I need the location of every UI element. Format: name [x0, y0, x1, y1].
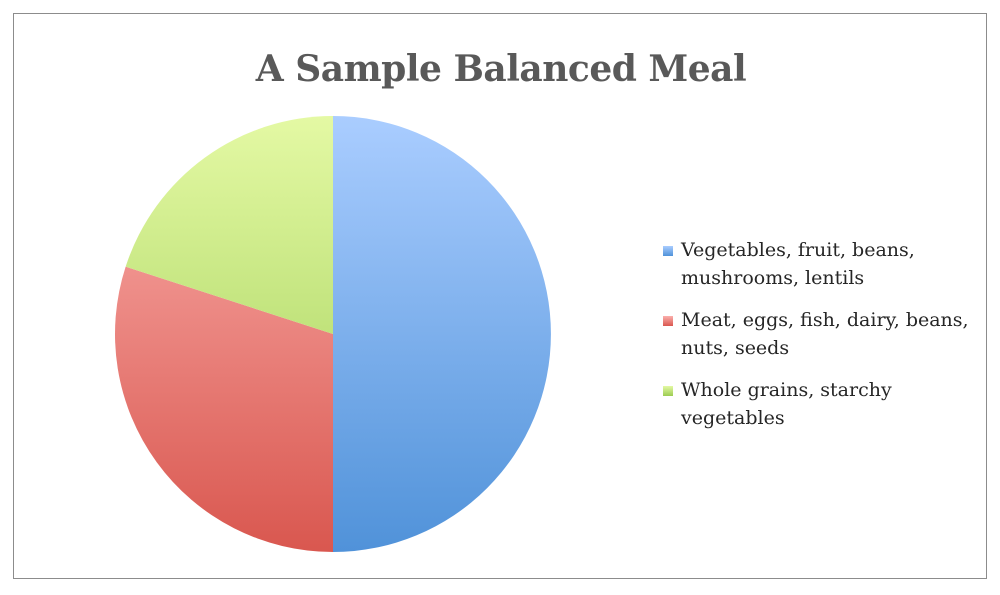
pie-slice-grains — [125, 116, 333, 334]
chart-title: A Sample Balanced Meal — [255, 48, 747, 90]
legend-label-grains: Whole grains, starchy vegetables — [681, 379, 892, 429]
legend-item-protein: Meat, eggs, fish, dairy, beans, nuts, se… — [661, 306, 971, 362]
legend-swatch-protein — [663, 316, 673, 326]
legend-label-vegetables: Vegetables, fruit, beans, mushrooms, len… — [681, 239, 915, 289]
pie-slice-vegetables — [333, 116, 551, 552]
legend-item-vegetables: Vegetables, fruit, beans, mushrooms, len… — [661, 236, 971, 292]
legend-label-protein: Meat, eggs, fish, dairy, beans, nuts, se… — [681, 309, 969, 359]
legend-swatch-grains — [663, 386, 673, 396]
legend: Vegetables, fruit, beans, mushrooms, len… — [661, 236, 971, 446]
pie-slices — [115, 116, 551, 552]
chart-frame: A Sample Balanced Meal Vegetables, fruit… — [13, 13, 987, 579]
legend-item-grains: Whole grains, starchy vegetables — [661, 376, 971, 432]
legend-swatch-vegetables — [663, 246, 673, 256]
pie-slice-protein — [115, 266, 333, 552]
pie-chart — [115, 116, 551, 552]
